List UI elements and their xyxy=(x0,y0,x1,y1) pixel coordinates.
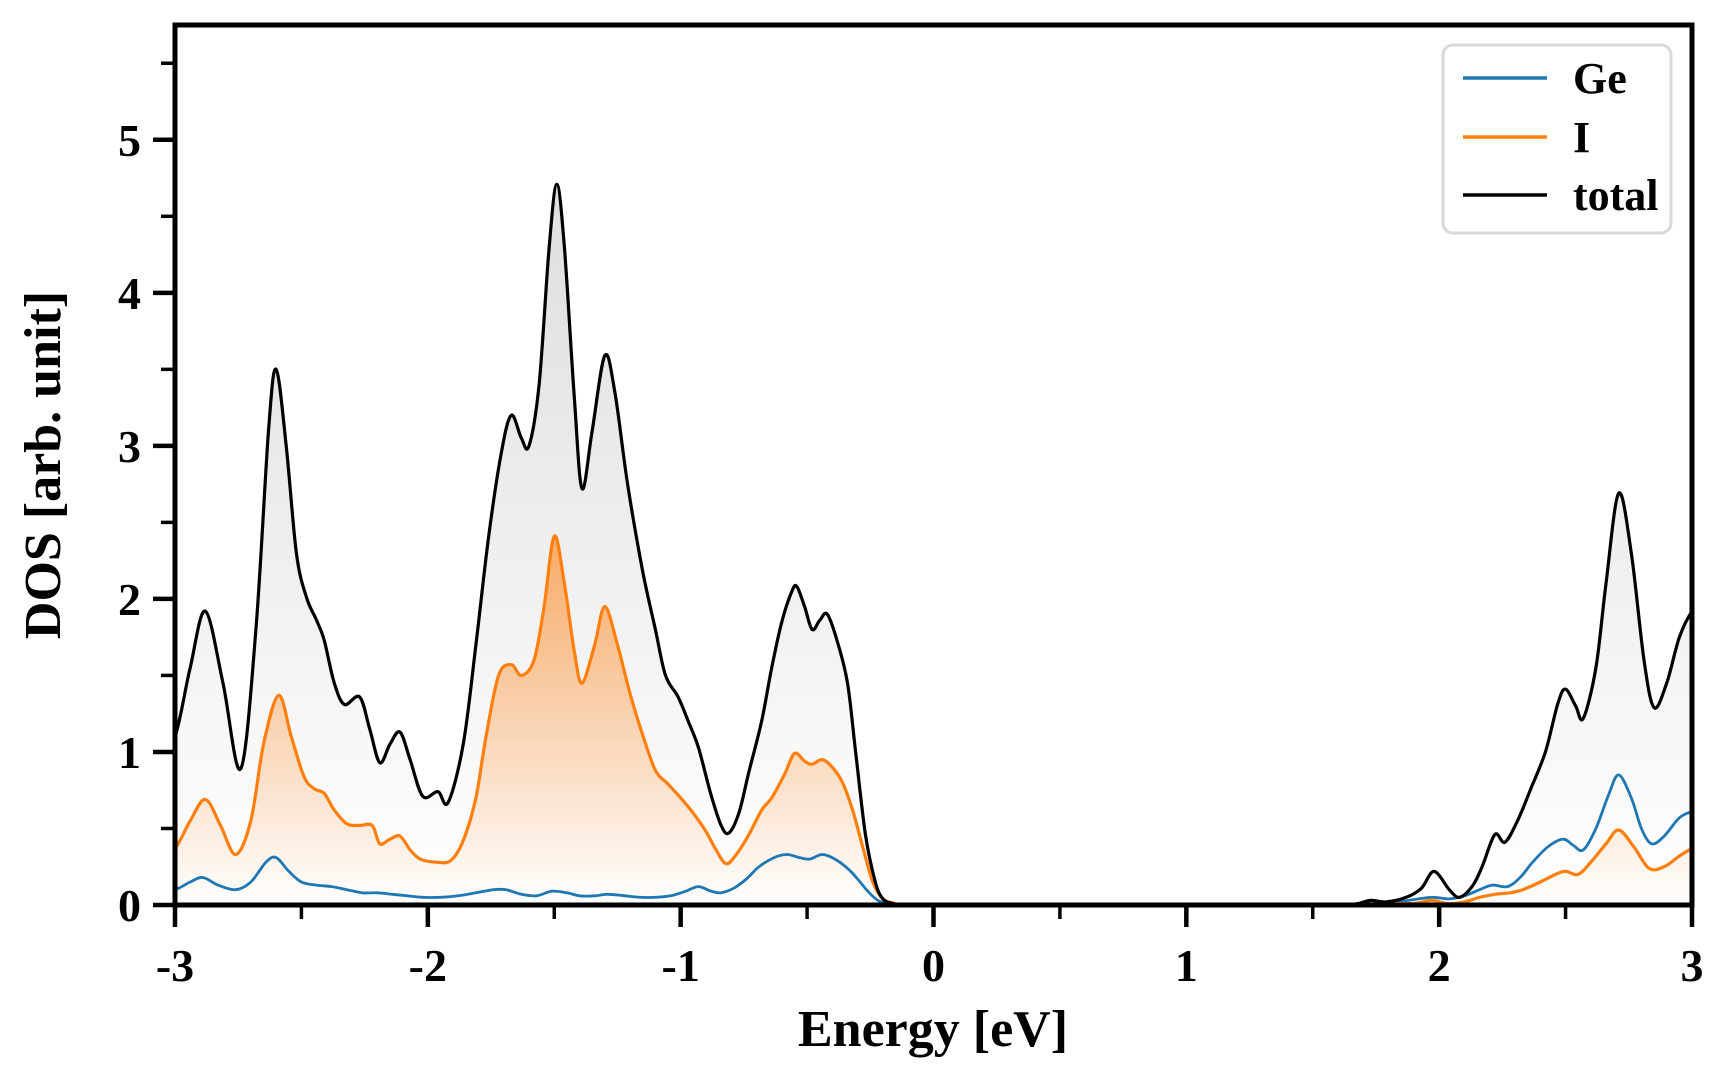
x-tick-label: -2 xyxy=(409,940,447,991)
axes xyxy=(172,22,1695,908)
legend-entry-total: total xyxy=(1463,171,1659,220)
series-fill-total xyxy=(175,184,1692,905)
series-fills xyxy=(175,184,1692,905)
plot-frame xyxy=(172,22,1695,908)
legend-entry-ge: Ge xyxy=(1463,54,1627,103)
y-tick-label: 4 xyxy=(118,268,141,319)
legend-entry-i: I xyxy=(1463,113,1590,162)
legend-box xyxy=(1441,43,1673,235)
legend-label-i: I xyxy=(1573,113,1590,162)
series-fill-i xyxy=(175,536,1692,905)
x-tick-label: 3 xyxy=(1681,940,1704,991)
x-tick-label: 0 xyxy=(922,940,945,991)
y-tick-label: 3 xyxy=(118,421,141,472)
series-lines xyxy=(175,182,1692,905)
x-tick-label: 1 xyxy=(1175,940,1198,991)
legend-label-ge: Ge xyxy=(1573,54,1627,103)
x-tick-label: -3 xyxy=(156,940,194,991)
y-tick-label: 2 xyxy=(118,574,141,625)
y-axis-label: DOS [arb. unit] xyxy=(15,291,72,639)
tick-labels: -3 -2 -1 0 1 2 3 0 1 2 3 4 5 xyxy=(118,115,1704,991)
y-tick-label: 1 xyxy=(118,727,141,778)
series-line-i xyxy=(175,534,1692,905)
legend: Ge I total xyxy=(1441,43,1673,235)
legend-label-total: total xyxy=(1573,171,1659,220)
x-tick-label: 2 xyxy=(1428,940,1451,991)
x-tick-label: -1 xyxy=(662,940,700,991)
tick-marks xyxy=(153,61,1695,927)
y-tick-label: 0 xyxy=(118,880,141,931)
series-line-total xyxy=(175,182,1692,905)
x-axis-label: Energy [eV] xyxy=(798,1001,1068,1058)
y-tick-label: 5 xyxy=(118,115,141,166)
series-line-ge xyxy=(175,773,1692,905)
